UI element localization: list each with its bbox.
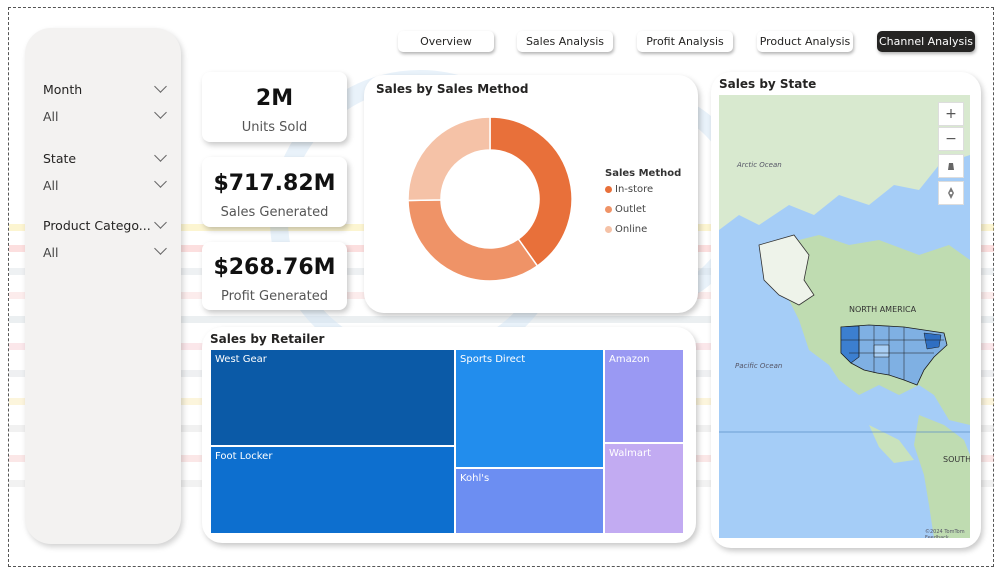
legend-item-online[interactable]: Online xyxy=(605,224,647,235)
legend-title: Sales Method xyxy=(605,168,682,179)
tab-sales-analysis[interactable]: Sales Analysis xyxy=(517,31,613,52)
filter-sidebar xyxy=(25,28,181,544)
chart-title: Sales by State xyxy=(719,77,817,91)
tilt-icon[interactable] xyxy=(938,154,964,178)
legend-dot xyxy=(605,205,612,213)
tab-channel-analysis[interactable]: Channel Analysis xyxy=(877,31,975,52)
treemap-tile-foot-locker[interactable]: Foot Locker xyxy=(210,446,455,534)
kpi-value: $268.76M xyxy=(213,255,336,280)
map-label-north-america: NORTH AMERICA xyxy=(849,305,917,314)
treemap-tile-kohls[interactable]: Kohl's xyxy=(455,468,604,534)
kpi-card-profit-generated: $268.76M Profit Generated xyxy=(202,242,347,310)
kpi-label: Sales Generated xyxy=(220,205,329,220)
slicer-value[interactable]: All xyxy=(43,178,59,193)
tab-profit-analysis[interactable]: Profit Analysis xyxy=(637,31,733,52)
map-label-arctic: Arctic Ocean xyxy=(737,161,782,169)
kpi-label: Units Sold xyxy=(241,120,308,135)
slicer-title: Month xyxy=(43,82,83,97)
kpi-value: $717.82M xyxy=(213,171,336,196)
legend-label: Outlet xyxy=(615,204,646,215)
map-label-pacific: Pacific Ocean xyxy=(735,362,783,370)
legend-item-in-store[interactable]: In-store xyxy=(605,184,653,195)
zoom-in-button[interactable]: + xyxy=(938,102,964,126)
tab-overview[interactable]: Overview xyxy=(398,31,494,52)
kpi-card-sales-generated: $717.82M Sales Generated xyxy=(202,157,347,227)
treemap-tile-west-gear[interactable]: West Gear xyxy=(210,349,455,446)
slicer-month[interactable]: Month All xyxy=(43,80,169,124)
sales-method-card: Sales by Sales Method Sales Method In-st… xyxy=(364,75,698,313)
zoom-out-button[interactable]: − xyxy=(938,127,964,151)
map-attribution[interactable]: ©2024 TomTom Feedback xyxy=(925,529,965,538)
map-label-south: SOUTH xyxy=(943,455,970,464)
kpi-label: Profit Generated xyxy=(220,289,328,304)
tab-product-analysis[interactable]: Product Analysis xyxy=(757,31,853,52)
chart-title: Sales by Retailer xyxy=(210,332,325,346)
donut-slice-outlet[interactable] xyxy=(407,199,539,282)
compass-icon[interactable] xyxy=(938,181,964,205)
slicer-title: State xyxy=(43,151,77,166)
slicer-state[interactable]: State All xyxy=(43,149,169,193)
legend-dot xyxy=(605,225,612,233)
slicer-value[interactable]: All xyxy=(43,245,59,260)
chart-title: Sales by Sales Method xyxy=(376,82,529,96)
treemap-tile-walmart[interactable]: Walmart xyxy=(604,443,684,534)
slicer-product-category[interactable]: Product Catego... All xyxy=(43,216,169,260)
slicer-title: Product Catego... xyxy=(43,218,151,233)
legend-label: In-store xyxy=(615,184,654,195)
legend-dot xyxy=(605,185,612,193)
kpi-value: 2M xyxy=(255,86,294,111)
legend-item-outlet[interactable]: Outlet xyxy=(605,204,646,215)
legend-label: Online xyxy=(615,224,648,235)
treemap-tile-sports-direct[interactable]: Sports Direct xyxy=(455,349,604,468)
map-land xyxy=(719,95,970,538)
treemap-tile-amazon[interactable]: Amazon xyxy=(604,349,684,443)
donut-slice-in-store[interactable] xyxy=(489,116,573,267)
donut-slice-online[interactable] xyxy=(407,116,491,202)
donut-chart[interactable] xyxy=(400,109,580,289)
map-view[interactable]: Arctic Ocean NORTH AMERICA Pacific Ocean… xyxy=(719,95,970,538)
kpi-card-units-sold: 2M Units Sold xyxy=(202,72,347,142)
slicer-value[interactable]: All xyxy=(43,109,59,124)
